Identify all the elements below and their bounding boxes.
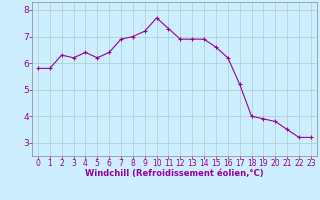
X-axis label: Windchill (Refroidissement éolien,°C): Windchill (Refroidissement éolien,°C)	[85, 169, 264, 178]
